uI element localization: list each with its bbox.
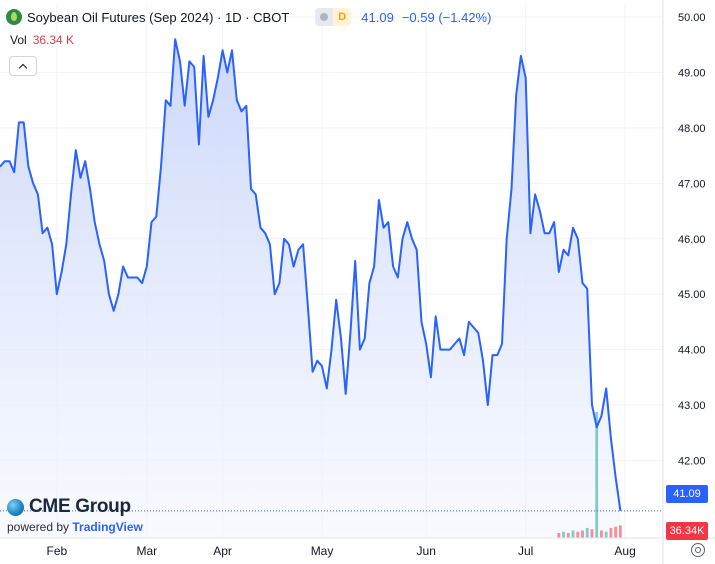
x-tick-label: Aug: [614, 544, 635, 558]
x-tick-label: May: [311, 544, 334, 558]
x-tick-label: Jul: [518, 544, 533, 558]
last-price-badge: 41.09: [666, 485, 708, 503]
price-area-fill: [0, 39, 621, 539]
volume-bar: [609, 527, 613, 538]
symbol-title[interactable]: Soybean Oil Futures (Sep 2024) · 1D · CB…: [27, 9, 290, 25]
volume-legend[interactable]: Vol 36.34 K: [10, 33, 74, 47]
x-tick-label: Apr: [213, 544, 232, 558]
y-tick-label: 50.00: [678, 12, 706, 24]
volume-bars: [557, 412, 622, 538]
y-tick-label: 46.00: [678, 234, 706, 246]
volume-bar: [576, 531, 580, 538]
last-price: 41.09: [361, 9, 394, 25]
y-tick-label: 48.00: [678, 123, 706, 135]
market-closed-icon: [315, 8, 334, 26]
y-tick-label: 43.00: [678, 400, 706, 412]
cme-logo[interactable]: CME Group powered by TradingView: [7, 496, 143, 534]
x-tick-label: Jun: [417, 544, 436, 558]
y-tick-label: 44.00: [678, 345, 706, 357]
price-area: [0, 39, 621, 539]
volume-bar: [566, 532, 570, 538]
powered-by-text: powered by: [7, 520, 70, 534]
volume-label: Vol: [10, 33, 27, 47]
volume-bar: [600, 530, 603, 538]
delayed-data-badge: D: [333, 8, 352, 26]
market-status[interactable]: D: [315, 8, 352, 26]
powered-by: powered by TradingView: [7, 520, 143, 534]
volume-value: 36.34 K: [32, 33, 75, 47]
price-line-group: [0, 38, 622, 511]
y-tick-label: 45.00: [678, 289, 706, 301]
volume-bar: [562, 531, 565, 538]
collapse-legend-button[interactable]: [9, 56, 37, 76]
volume-bar: [571, 530, 575, 538]
cme-brand-text: CME Group: [29, 496, 131, 517]
price-line: [0, 38, 622, 511]
price-change: −0.59 (−1.42%): [401, 9, 492, 25]
settings-icon[interactable]: [691, 543, 705, 557]
volume-bar: [604, 531, 608, 538]
volume-bar: [618, 525, 622, 538]
cme-globe-icon: [7, 498, 24, 516]
volume-bar: [581, 530, 584, 538]
volume-bar: [614, 526, 618, 538]
y-tick-label: 42.00: [678, 455, 706, 467]
y-tick-label: 49.00: [678, 68, 706, 80]
volume-bar: [557, 532, 561, 538]
soybean-icon: [6, 9, 22, 25]
cme-brand: CME Group: [7, 496, 143, 518]
volume-bar: [585, 527, 589, 538]
volume-bar: [595, 412, 599, 538]
y-tick-label: 47.00: [678, 178, 706, 190]
tradingview-link[interactable]: TradingView: [72, 520, 143, 534]
chart-header: Soybean Oil Futures (Sep 2024) · 1D · CB…: [6, 6, 491, 28]
volume-badge: 36.34K: [666, 522, 708, 540]
x-tick-label: Feb: [46, 544, 67, 558]
volume-bar: [590, 529, 594, 538]
x-tick-label: Mar: [136, 544, 157, 558]
